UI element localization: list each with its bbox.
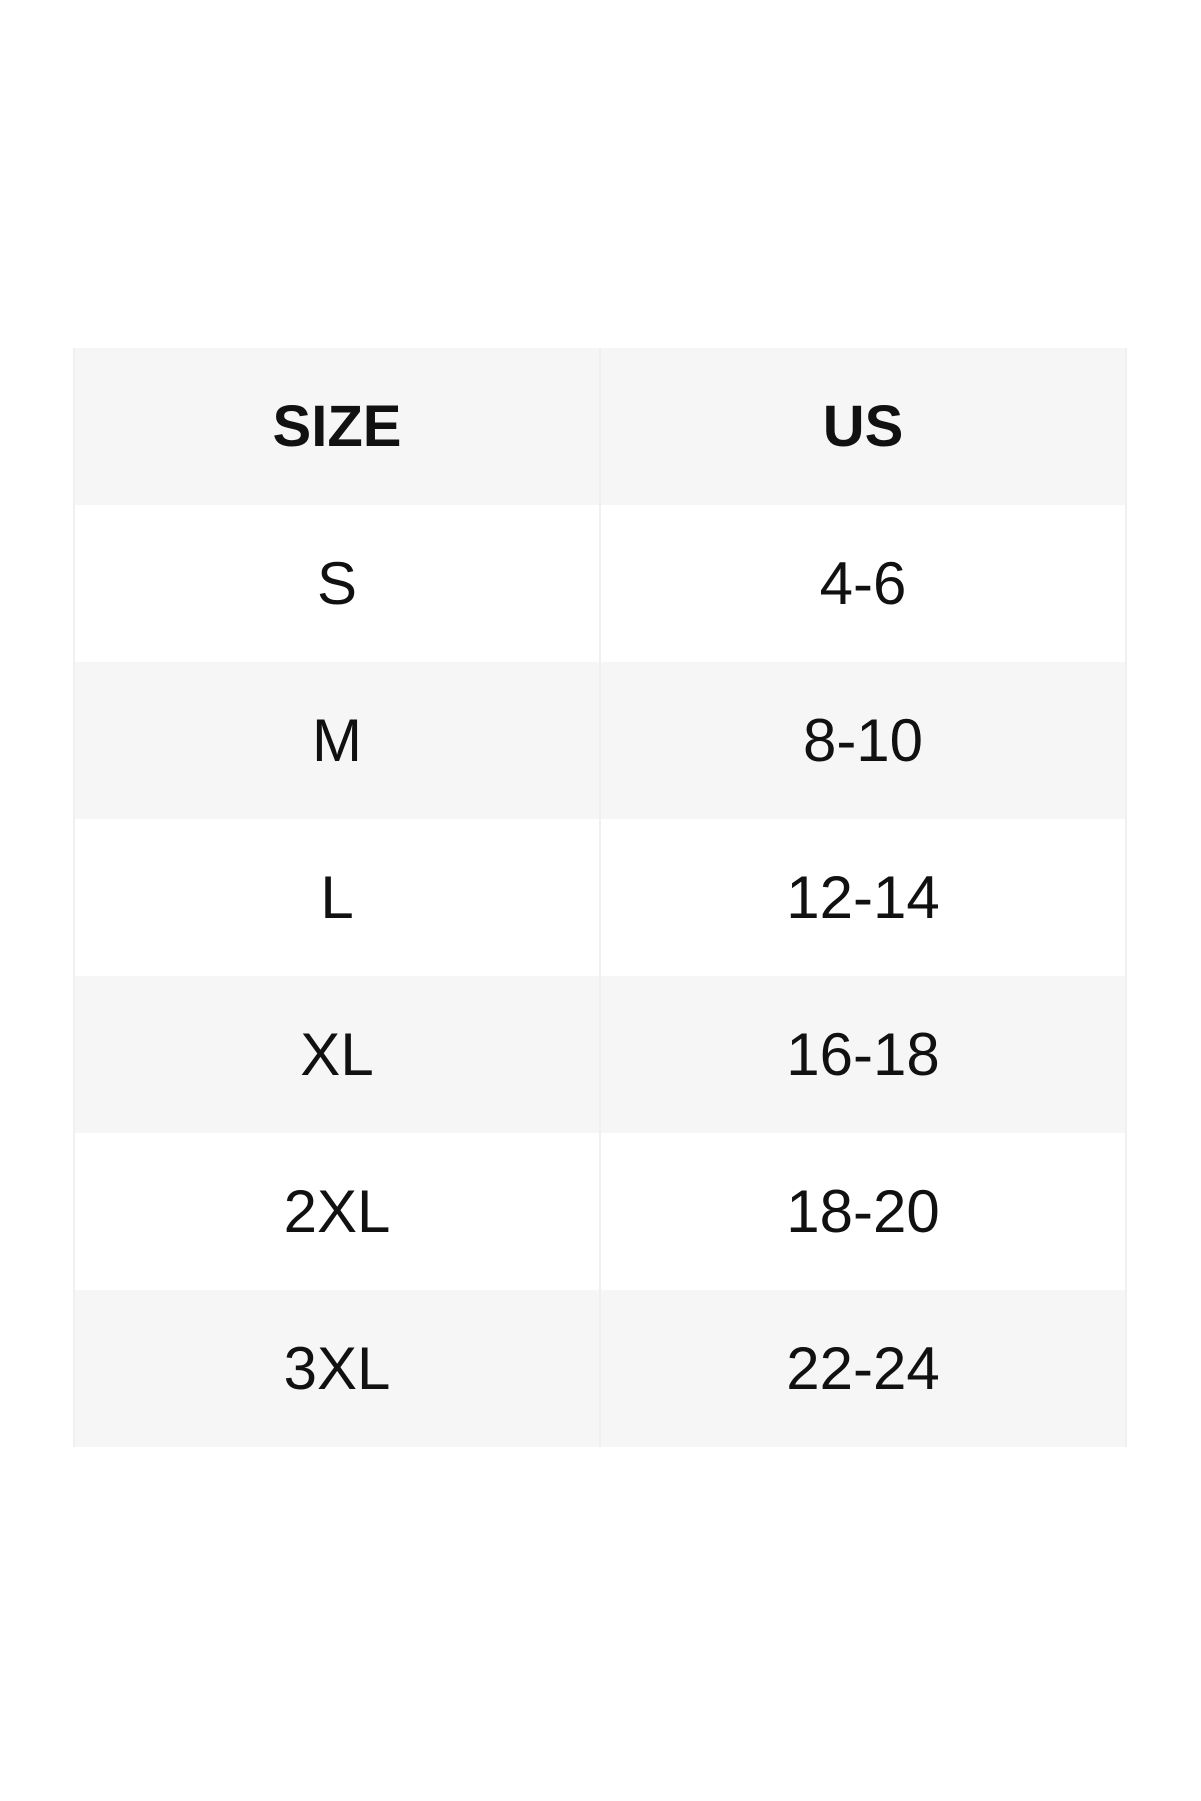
size-chart-table: SIZE US S 4-6 M 8-10 L 12-14 XL 16-18 2X [73,348,1127,1447]
size-chart-row-3xl: 3XL 22-24 [73,1290,1127,1447]
us-cell: 22-24 [599,1290,1127,1447]
size-chart-header-row: SIZE US [73,348,1127,505]
size-cell: L [73,819,601,976]
us-cell: 18-20 [599,1133,1127,1290]
size-cell: 3XL [73,1290,601,1447]
size-chart-row-s: S 4-6 [73,505,1127,662]
us-cell: 16-18 [599,976,1127,1133]
size-chart-row-m: M 8-10 [73,662,1127,819]
size-chart: SIZE US S 4-6 M 8-10 L 12-14 XL 16-18 2X [73,348,1127,1447]
size-cell: 2XL [73,1133,601,1290]
size-cell: S [73,505,601,662]
size-cell: XL [73,976,601,1133]
size-column-header: SIZE [73,348,601,505]
us-column-header: US [599,348,1127,505]
size-chart-row-l: L 12-14 [73,819,1127,976]
size-cell: M [73,662,601,819]
size-chart-row-2xl: 2XL 18-20 [73,1133,1127,1290]
size-chart-row-xl: XL 16-18 [73,976,1127,1133]
us-cell: 4-6 [599,505,1127,662]
us-cell: 8-10 [599,662,1127,819]
us-cell: 12-14 [599,819,1127,976]
